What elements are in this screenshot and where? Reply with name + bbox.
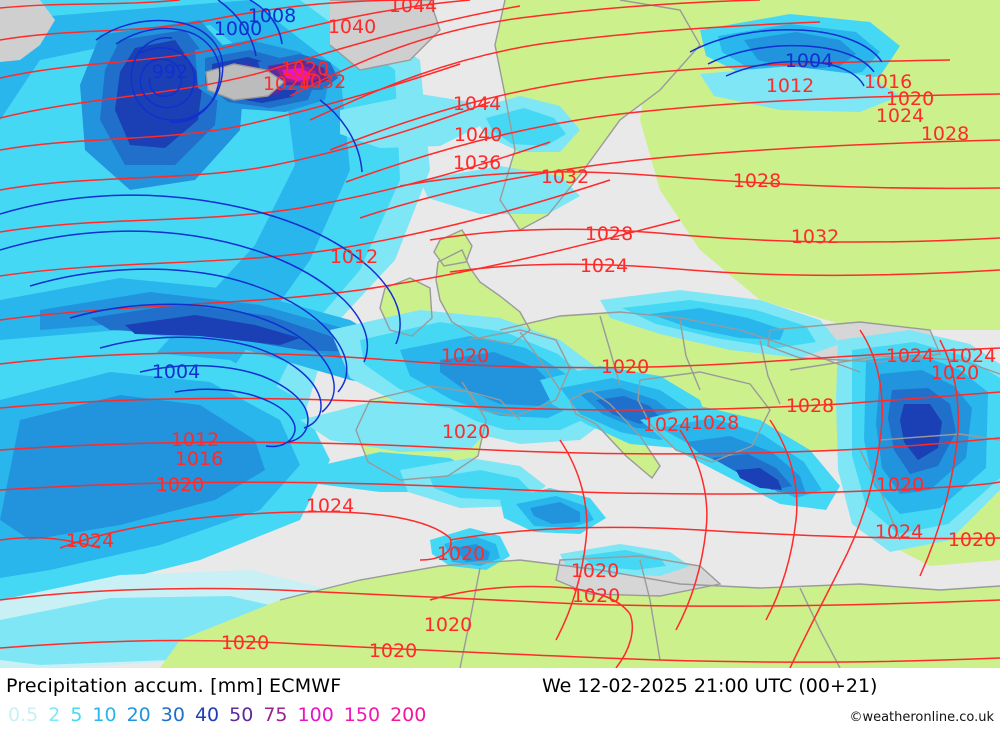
isobar-label: 1012 [766, 75, 814, 97]
legend-step-50[interactable]: 50 [229, 704, 254, 726]
isobar-label: 1020 [886, 88, 934, 110]
copyright-credit: ©weatheronline.co.uk [849, 710, 994, 725]
isobar-label: 1036 [453, 152, 501, 174]
isobar-label: 1024 [66, 530, 114, 552]
legend-step-100[interactable]: 100 [297, 704, 334, 726]
isobar-label: 1032 [541, 166, 589, 188]
isobar-label: 1024 [886, 345, 934, 367]
isobar-label: 1016 [175, 448, 223, 470]
weather-map-canvas[interactable]: 1008 1000 1044 1040 992 1020 1032 1024 1004 1012 1… [0, 0, 1000, 668]
legend-step-20[interactable]: 20 [126, 704, 151, 726]
footer-title: Precipitation accum. [mm] ECMWF [6, 675, 342, 697]
isobar-label: 1044 [389, 0, 437, 17]
precipitation-legend-scale[interactable]: 0.5 2 5 10 20 30 40 50 75 100 150 200 [8, 704, 426, 726]
isobar-label: 1024 [306, 495, 354, 517]
footer-forecast-datetime: We 12-02-2025 21:00 UTC (00+21) [542, 675, 878, 697]
isobar-label: 1040 [328, 16, 376, 38]
legend-step-5[interactable]: 5 [70, 704, 83, 726]
legend-step-200[interactable]: 200 [390, 704, 427, 726]
isobar-contours-low [0, 0, 883, 448]
isobar-label: 1020 [948, 529, 996, 551]
legend-step-0.5[interactable]: 0.5 [8, 704, 39, 726]
isobar-label: 1020 [931, 362, 979, 384]
isobar-label: 1004 [785, 50, 833, 72]
isobar-label: 1016 [864, 71, 912, 93]
isobar-label: 1012 [330, 246, 378, 268]
legend-step-30[interactable]: 30 [160, 704, 185, 726]
isobar-label: 1000 [214, 18, 262, 40]
isobar-label: 1008 [248, 5, 296, 27]
legend-step-2[interactable]: 2 [48, 704, 61, 726]
isobar-label: 1024 [875, 521, 923, 543]
isobar-label: 1032 [298, 71, 346, 93]
isobar-label: 1044 [453, 93, 501, 115]
legend-step-150[interactable]: 150 [343, 704, 381, 726]
isobar-label: 1032 [791, 226, 839, 248]
isobar-label: 1028 [733, 170, 781, 192]
legend-step-75[interactable]: 75 [263, 704, 288, 726]
isobar-label: 1020 [437, 543, 485, 565]
isobar-label: 1028 [691, 412, 739, 434]
isobar-label: 1028 [786, 395, 834, 417]
isobar-label: 1020 [601, 356, 649, 378]
isobar-label: 1020 [442, 421, 490, 443]
isobar-label: 1020 [876, 474, 924, 496]
isobar-label: 1020 [156, 474, 204, 496]
isobar-label: 1040 [454, 124, 502, 146]
isobar-label: 1028 [585, 223, 633, 245]
legend-step-10[interactable]: 10 [92, 704, 117, 726]
isobar-label: 1028 [921, 123, 969, 145]
isobar-label: 1024 [643, 414, 691, 436]
map-footer: Precipitation accum. [mm] ECMWF We 12-02… [0, 668, 1000, 733]
isobar-label: 1020 [572, 585, 620, 607]
legend-step-40[interactable]: 40 [194, 704, 220, 726]
isobar-label: 1020 [571, 560, 619, 582]
isobar-label: 1020 [369, 640, 417, 662]
isobar-label: 992 [152, 61, 188, 83]
isobar-label: 1004 [152, 361, 200, 383]
isobar-label: 1020 [281, 58, 329, 80]
isobar-label: 1024 [948, 345, 996, 367]
isobar-label: 1024 [263, 73, 311, 95]
isobar-label: 1024 [580, 255, 628, 277]
isobar-label: 1012 [171, 429, 219, 451]
isobar-label: 1024 [876, 105, 924, 127]
isobar-label: 1020 [221, 632, 269, 654]
isobar-label: 1020 [441, 345, 489, 367]
isobar-label: 1020 [424, 614, 472, 636]
